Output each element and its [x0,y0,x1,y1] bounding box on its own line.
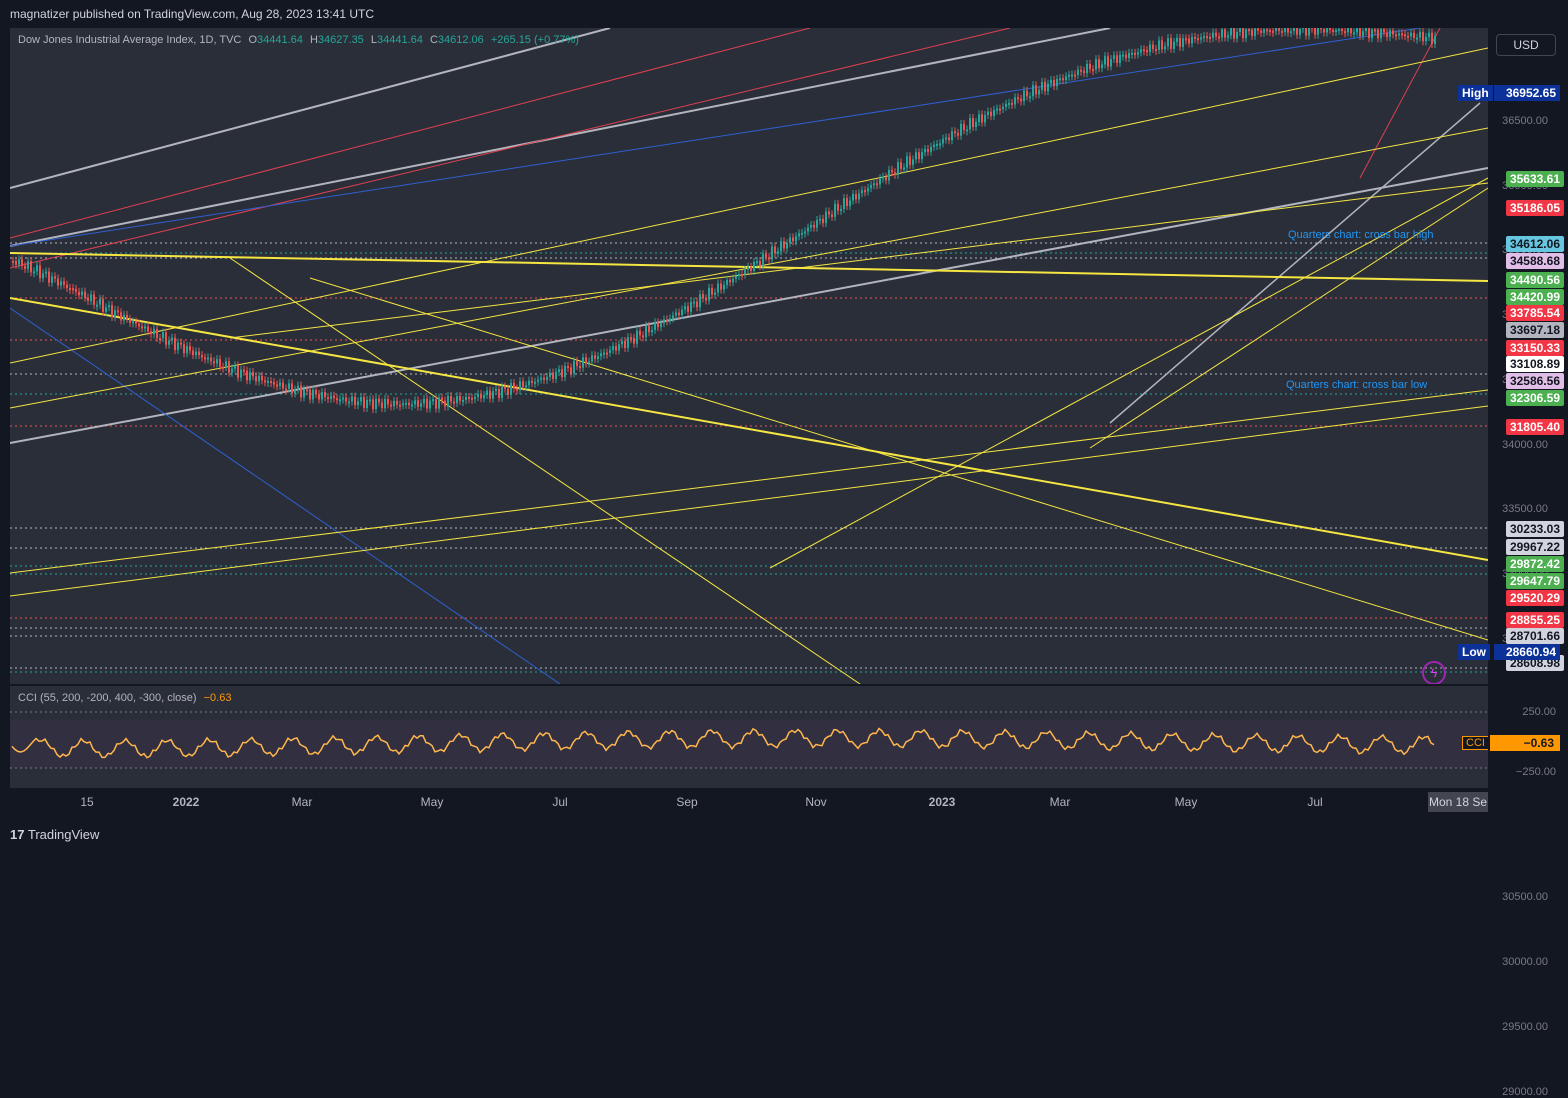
currency-button[interactable]: USD [1496,34,1556,56]
cci-pane[interactable]: CCI (55, 200, -200, 400, -300, close) −0… [10,686,1488,788]
price-label: 34588.68 [1505,253,1564,269]
publish-header: magnatizer published on TradingView.com,… [0,0,1568,28]
channel-line[interactable] [1109,102,1481,424]
time-tick: 2022 [172,795,200,809]
footer-brand: TradingView [27,827,100,842]
price-label: 33785.54 [1505,305,1564,321]
time-axis[interactable]: 15 2022 Mar May Jul Sep Nov 2023 Mar May Jul Mon 1… [10,790,1488,814]
price-label: 34490.56 [1505,272,1564,288]
publisher-line: magnatizer published on TradingView.com,… [10,7,375,21]
chart-canvas[interactable] [10,28,1488,684]
tradingview-logo[interactable]: 17 TradingView [10,827,99,842]
high-marker-value: 36952.65 [1494,85,1560,101]
high-marker-label: High [1458,85,1493,101]
tv-logo-icon: 17 [10,827,25,842]
time-tick: Jul [1307,795,1323,809]
price-tick: 29500.00 [1502,1020,1548,1033]
price-label: 29967.22 [1505,539,1564,555]
yellow-trendline[interactable] [769,177,1488,569]
note-cross-high[interactable]: Quarters chart: cross bar high [1288,229,1434,241]
price-label: 28701.66 [1505,628,1564,644]
high-value: 34627.35 [317,34,364,46]
price-label: 30233.03 [1505,521,1564,537]
time-tick: Nov [805,795,827,809]
yellow-trendline[interactable] [309,277,1488,641]
time-tick: 15 [80,795,94,809]
price-label: 31805.40 [1505,419,1564,435]
open-label: O [248,34,258,46]
cci-value-label: −0.63 [1490,735,1560,751]
price-tick: 29000.00 [1502,1085,1548,1098]
price-label: 32306.59 [1505,390,1564,406]
time-tick: Jul [552,795,568,809]
time-tick: May [420,795,444,809]
price-tick: 34000.00 [1502,438,1548,451]
blue-trendline[interactable] [10,28,1421,247]
time-tick: Mar [291,795,313,809]
cci-tick-lower: −250.00 [1515,766,1556,778]
price-label: 35186.05 [1505,200,1564,216]
price-label: 33697.18 [1505,322,1564,338]
price-label: 34420.99 [1505,289,1564,305]
low-label: L [370,34,377,46]
red-trendline[interactable] [10,28,1011,269]
cci-params[interactable]: CCI (55, 200, -200, 400, -300, close) [18,692,197,704]
yellow-trendline[interactable] [229,257,861,684]
low-marker-value: 28660.94 [1494,644,1560,660]
channel-line[interactable] [10,28,611,189]
time-tick: Mar [1049,795,1071,809]
yellow-trendline[interactable] [10,297,1488,561]
cci-name-tag: CCI [1462,736,1488,750]
red-trendline[interactable] [1359,28,1441,179]
price-label: 34612.06 [1505,236,1564,252]
price-label: 32586.56 [1505,373,1564,389]
low-marker-label: Low [1458,644,1490,660]
price-label: 29872.42 [1505,556,1564,572]
close-value: 34612.06 [437,34,484,46]
time-tick: May [1174,795,1198,809]
high-label: H [309,34,318,46]
note-cross-low[interactable]: Quarters chart: cross bar low [1286,379,1428,391]
yellow-trendline[interactable] [10,389,1488,574]
cci-tick-upper: 250.00 [1522,706,1556,718]
price-tick: 30500.00 [1502,891,1548,904]
channel-line[interactable] [10,167,1488,444]
symbol-name[interactable]: Dow Jones Industrial Average Index, 1D, … [18,34,242,46]
price-label: 29647.79 [1505,573,1564,589]
blue-trendline[interactable] [10,307,561,684]
yellow-trendline[interactable] [10,47,1488,364]
lightning-icon[interactable]: ϟ [1422,661,1446,684]
open-value: 34441.64 [257,34,303,46]
time-cursor-label: Mon 18 Se [1428,792,1488,812]
yellow-trendline[interactable] [1089,187,1488,449]
cci-legend-value: −0.63 [203,692,232,704]
yellow-trendline[interactable] [10,405,1488,597]
red-trendline[interactable] [10,28,811,239]
channel-line[interactable] [10,28,1111,247]
price-tick: 33500.00 [1502,503,1548,516]
time-tick: Sep [676,795,698,809]
main-chart-pane[interactable]: Dow Jones Industrial Average Index, 1D, … [10,28,1488,684]
change-value: +265.15 (+0.77%) [490,34,579,46]
close-label: C [429,34,438,46]
price-label: 29520.29 [1505,590,1564,606]
cci-canvas[interactable] [10,686,1488,788]
price-label: 33150.33 [1505,340,1564,356]
cci-legend: CCI (55, 200, -200, 400, -300, close) −0… [18,692,231,704]
low-value: 34441.64 [377,34,423,46]
price-tick: 36500.00 [1502,115,1548,127]
cci-scale[interactable]: 250.00 −0.63 −250.00 [1488,686,1568,788]
price-label: 35633.61 [1505,171,1564,187]
price-label: 28855.25 [1505,612,1564,628]
price-label: 33108.89 [1505,356,1564,372]
cci-band [10,720,1488,768]
cci-line [11,727,1435,759]
time-tick: 2023 [928,795,956,809]
price-scale[interactable]: USD 36500.0036000.0035500.0035000.003450… [1488,28,1568,1098]
symbol-legend: Dow Jones Industrial Average Index, 1D, … [18,34,583,46]
yellow-trendline[interactable] [229,182,1488,339]
footer: 17 TradingView [0,822,1568,852]
price-tick: 30000.00 [1502,956,1548,969]
